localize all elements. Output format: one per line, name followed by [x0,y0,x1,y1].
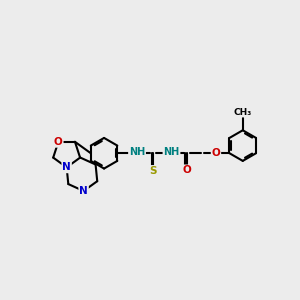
Text: N: N [79,186,88,196]
Text: CH₃: CH₃ [234,107,252,116]
Text: O: O [182,165,191,175]
Text: NH: NH [164,147,180,157]
Text: S: S [149,166,157,176]
Text: NH: NH [129,147,145,157]
Text: N: N [62,162,71,172]
Text: O: O [54,137,63,147]
Text: O: O [212,148,220,158]
